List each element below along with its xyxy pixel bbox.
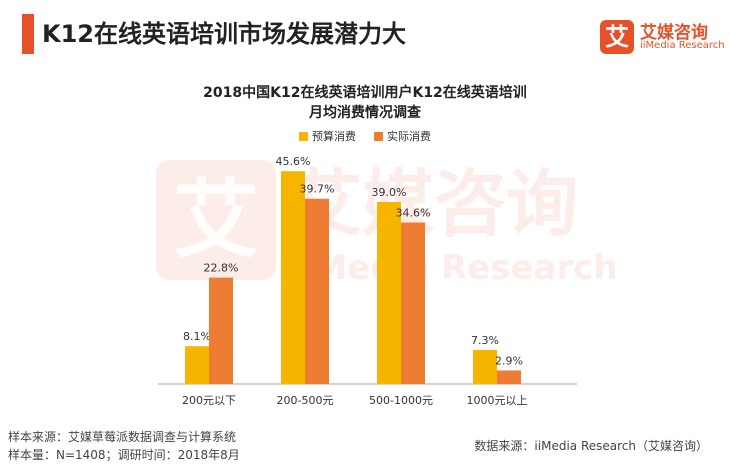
brand-logo: 艾 艾媒咨询 iiMedia Research	[600, 18, 725, 58]
bar-actual-3	[497, 370, 521, 384]
page-title: K12在线英语培训市场发展潜力大	[42, 20, 406, 48]
logo-name-cn: 艾媒咨询	[640, 23, 708, 43]
logo-mark-icon: 艾	[600, 20, 634, 54]
data-label-actual-0: 22.8%	[204, 262, 239, 275]
bar-budget-2	[377, 202, 401, 384]
data-label-budget-1: 45.6%	[276, 155, 311, 168]
logo-name-en: iiMedia Research	[640, 40, 725, 51]
bar-actual-0	[209, 277, 233, 384]
sample-source: 样本来源：艾媒草莓派数据调查与计算系统	[8, 430, 237, 444]
x-tick-label-2: 500-1000元	[369, 394, 433, 407]
bar-budget-0	[185, 346, 209, 384]
chart-legend: 预算消费 实际消费	[0, 128, 730, 144]
title-accent-bar	[22, 14, 34, 54]
bar-actual-1	[305, 198, 329, 384]
data-source: 数据来源：iiMedia Research（艾媒咨询）	[474, 439, 708, 453]
legend-label-budget: 预算消费	[312, 130, 356, 143]
bar-budget-3	[473, 349, 497, 384]
x-tick-label-1: 200-500元	[277, 394, 334, 407]
x-tick-label-0: 200元以下	[182, 394, 236, 407]
chart-title-line2: 月均消费情况调查	[309, 105, 421, 121]
legend-swatch-budget	[299, 131, 308, 141]
legend-item-actual: 实际消费	[374, 128, 431, 144]
legend-swatch-actual	[374, 131, 383, 141]
data-label-actual-3: 2.9%	[495, 354, 523, 367]
x-tick-label-3: 1000元以上	[467, 394, 528, 407]
data-label-budget-2: 39.0%	[372, 186, 407, 199]
data-label-budget-3: 7.3%	[471, 334, 499, 347]
legend-label-actual: 实际消费	[387, 130, 431, 143]
legend-item-budget: 预算消费	[299, 128, 356, 144]
chart-title-line1: 2018中国K12在线英语培训用户K12在线英语培训	[203, 85, 527, 101]
data-label-budget-0: 8.1%	[183, 330, 211, 343]
bar-actual-2	[401, 222, 425, 384]
sample-size: 样本量：N=1408；调研时间：2018年8月	[8, 448, 240, 462]
data-label-actual-1: 39.7%	[300, 183, 335, 196]
data-label-actual-2: 34.6%	[396, 207, 431, 220]
bar-budget-1	[281, 171, 305, 384]
